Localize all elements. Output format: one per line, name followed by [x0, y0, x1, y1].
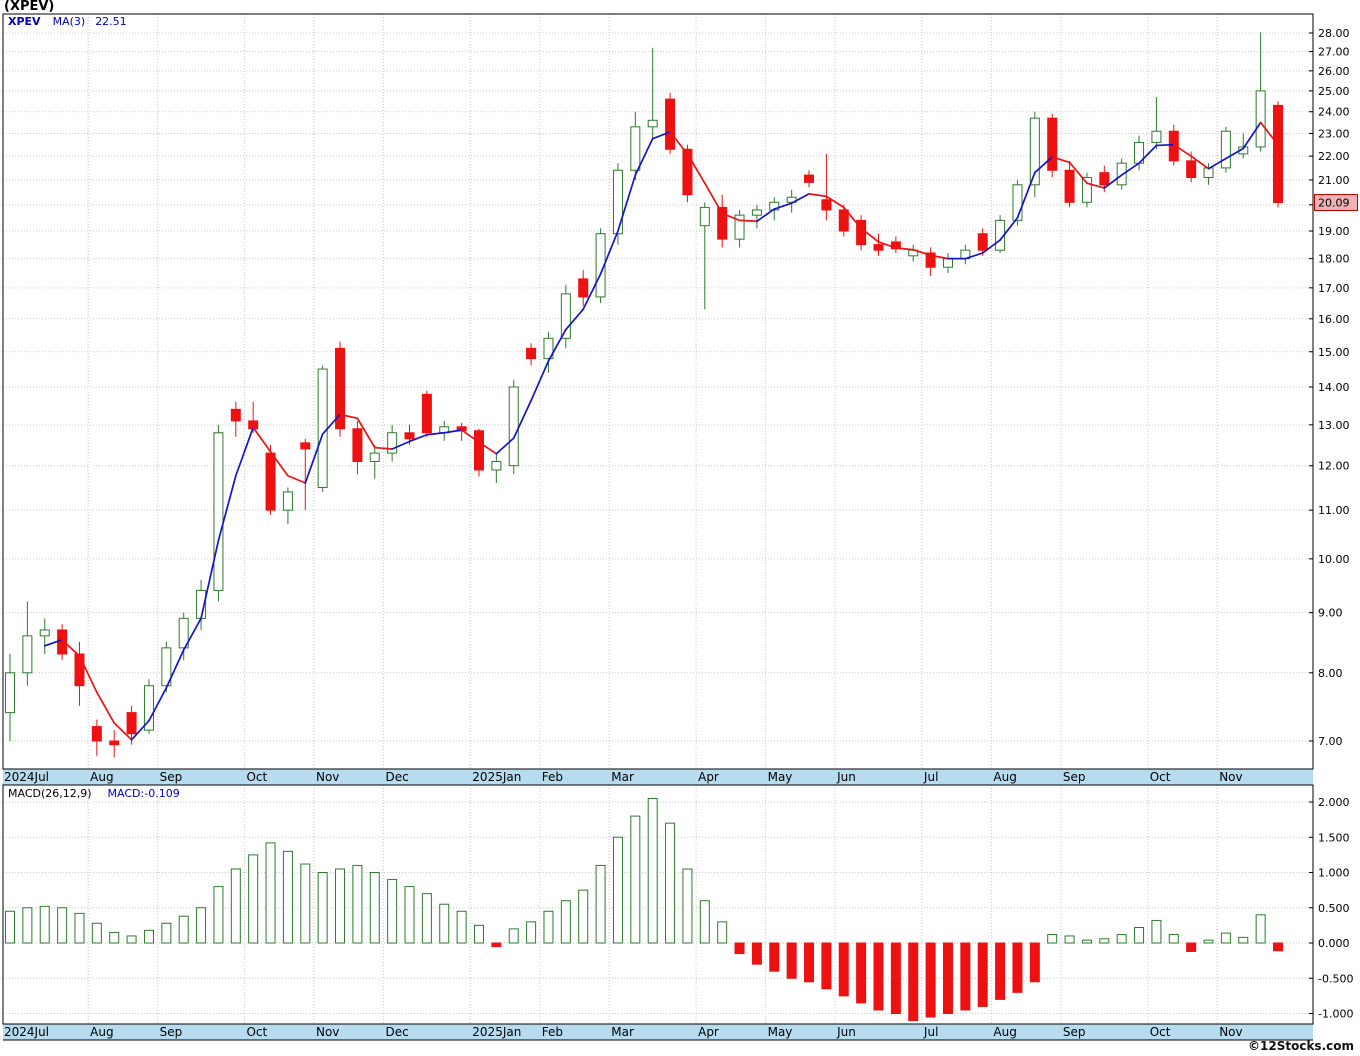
svg-text:Dec: Dec: [385, 770, 408, 784]
svg-text:Jul: Jul: [923, 1025, 938, 1039]
svg-text:22.00: 22.00: [1318, 150, 1350, 163]
svg-text:23.00: 23.00: [1318, 127, 1350, 140]
svg-text:Nov: Nov: [316, 1025, 339, 1039]
svg-text:2025Jan: 2025Jan: [472, 1025, 521, 1039]
svg-text:Oct: Oct: [1150, 1025, 1171, 1039]
price-legend: XPEV MA(3) 22.51: [8, 15, 127, 28]
svg-text:25.00: 25.00: [1318, 85, 1350, 98]
svg-text:Aug: Aug: [993, 770, 1016, 784]
svg-text:Oct: Oct: [1150, 770, 1171, 784]
svg-text:27.00: 27.00: [1318, 46, 1350, 59]
svg-text:May: May: [768, 770, 793, 784]
svg-text:13.00: 13.00: [1318, 419, 1350, 432]
svg-text:Mar: Mar: [611, 770, 634, 784]
svg-text:17.00: 17.00: [1318, 282, 1350, 295]
svg-text:12.00: 12.00: [1318, 460, 1350, 473]
svg-text:Jul: Jul: [923, 770, 938, 784]
svg-text:Apr: Apr: [698, 1025, 719, 1039]
svg-text:16.00: 16.00: [1318, 313, 1350, 326]
svg-text:Jun: Jun: [836, 770, 856, 784]
svg-text:Feb: Feb: [542, 770, 563, 784]
svg-text:2024Jul: 2024Jul: [4, 770, 49, 784]
svg-text:Sep: Sep: [1063, 770, 1086, 784]
macd-params-label: MACD(26,12,9): [8, 787, 92, 800]
svg-text:Jun: Jun: [836, 1025, 856, 1039]
svg-text:-0.500: -0.500: [1318, 972, 1353, 985]
svg-text:Nov: Nov: [1219, 770, 1242, 784]
svg-text:Nov: Nov: [1219, 1025, 1242, 1039]
svg-text:Mar: Mar: [611, 1025, 634, 1039]
svg-text:-1.000: -1.000: [1318, 1008, 1353, 1021]
svg-text:Feb: Feb: [542, 1025, 563, 1039]
svg-text:2.000: 2.000: [1318, 796, 1350, 809]
svg-text:Oct: Oct: [246, 770, 267, 784]
svg-text:Sep: Sep: [1063, 1025, 1086, 1039]
svg-text:0.000: 0.000: [1318, 937, 1350, 950]
svg-text:2024Jul: 2024Jul: [4, 1025, 49, 1039]
chart-title: (XPEV): [4, 0, 55, 14]
svg-text:2025Jan: 2025Jan: [472, 770, 521, 784]
svg-text:26.00: 26.00: [1318, 65, 1350, 78]
ma-period-label: MA(3): [52, 15, 86, 28]
macd-value-label: MACD:-0.109: [107, 787, 180, 800]
svg-text:24.00: 24.00: [1318, 106, 1350, 119]
ma-value-label: 22.51: [95, 15, 127, 28]
svg-text:Aug: Aug: [90, 1025, 113, 1039]
svg-text:10.00: 10.00: [1318, 553, 1350, 566]
svg-text:Oct: Oct: [246, 1025, 267, 1039]
last-price-marker: [1314, 194, 1358, 212]
svg-text:Sep: Sep: [160, 770, 183, 784]
svg-text:7.00: 7.00: [1318, 735, 1343, 748]
symbol-label: XPEV: [8, 15, 41, 28]
svg-text:Nov: Nov: [316, 770, 339, 784]
svg-text:21.00: 21.00: [1318, 174, 1350, 187]
svg-text:15.00: 15.00: [1318, 346, 1350, 359]
svg-text:19.00: 19.00: [1318, 225, 1350, 238]
svg-text:0.500: 0.500: [1318, 902, 1350, 915]
svg-text:14.00: 14.00: [1318, 381, 1350, 394]
svg-text:18.00: 18.00: [1318, 253, 1350, 266]
svg-text:9.00: 9.00: [1318, 607, 1343, 620]
svg-text:May: May: [768, 1025, 793, 1039]
svg-text:Dec: Dec: [385, 1025, 408, 1039]
macd-legend: MACD(26,12,9) MACD:-0.109: [8, 787, 180, 800]
svg-text:Apr: Apr: [698, 770, 719, 784]
svg-text:Sep: Sep: [160, 1025, 183, 1039]
svg-text:28.00: 28.00: [1318, 27, 1350, 40]
svg-text:1.000: 1.000: [1318, 867, 1350, 880]
copyright-link[interactable]: ©12Stocks.com: [1248, 1039, 1354, 1053]
svg-text:1.500: 1.500: [1318, 831, 1350, 844]
svg-text:8.00: 8.00: [1318, 667, 1343, 680]
svg-text:Aug: Aug: [90, 770, 113, 784]
svg-text:20.09: 20.09: [1318, 197, 1350, 210]
svg-text:11.00: 11.00: [1318, 504, 1350, 517]
svg-text:Aug: Aug: [993, 1025, 1016, 1039]
